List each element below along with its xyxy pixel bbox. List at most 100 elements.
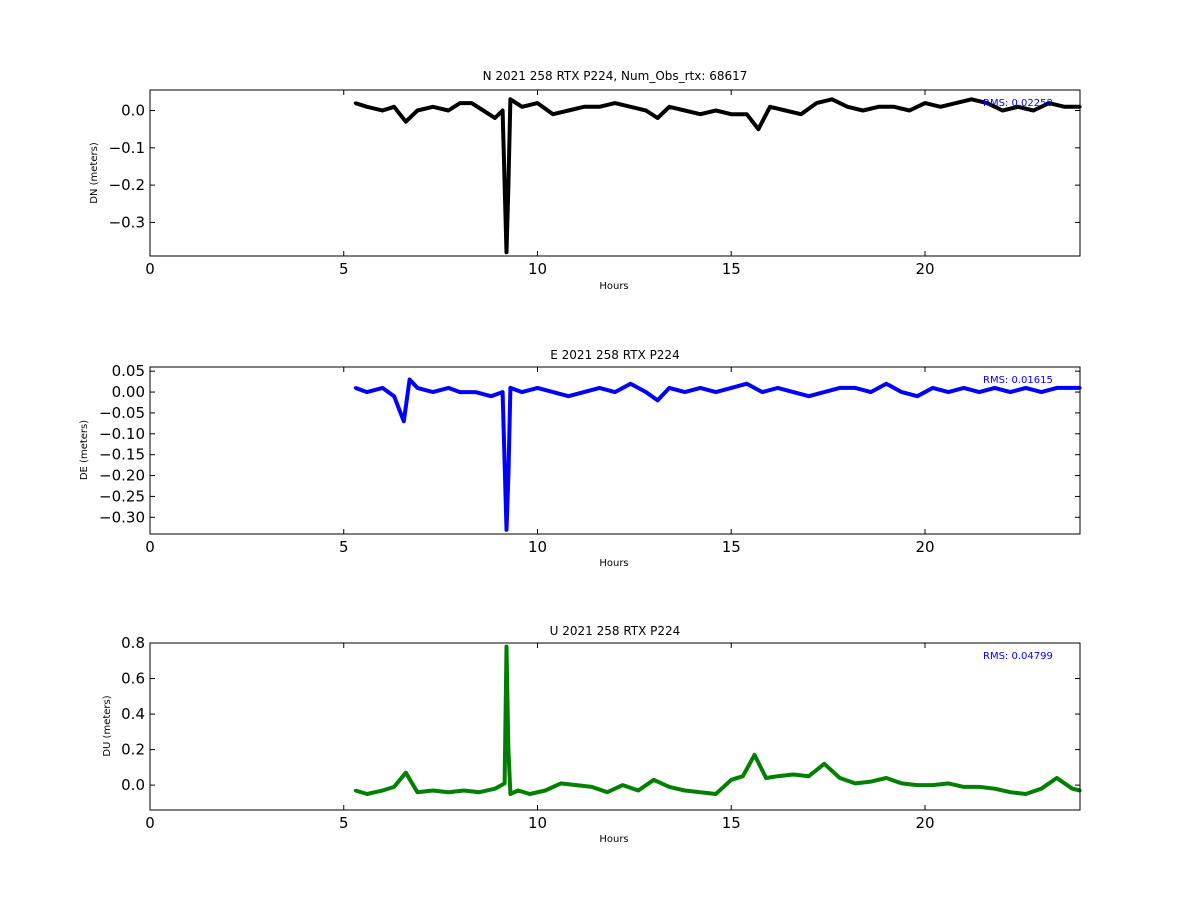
data-point — [506, 474, 510, 478]
x-tick-label: 20 — [915, 538, 934, 556]
x-tick-label: 5 — [339, 538, 349, 556]
data-point — [977, 785, 981, 789]
data-point — [365, 390, 369, 394]
data-point — [380, 386, 385, 390]
data-point — [698, 790, 702, 794]
y-tick-label: −0.05 — [99, 404, 145, 422]
tick-layer: 0 5 10 15 20 0.8 0.6 0.4 0.2 0.0 — [121, 634, 1080, 832]
data-point — [477, 790, 481, 794]
data-point — [392, 105, 396, 109]
data-point — [392, 785, 396, 789]
data-point — [508, 386, 512, 390]
data-point — [582, 105, 586, 109]
data-point — [415, 386, 419, 390]
y-tick-label: −0.2 — [109, 176, 145, 194]
data-point — [667, 386, 671, 390]
tick-layer: 0 5 10 15 20 0.05 0.00 −0.05 −0.10 −0.15 −0.20 −0.2… — [99, 362, 1080, 556]
data-point — [783, 108, 788, 113]
data-point — [915, 394, 919, 398]
y-tick-label: −0.1 — [109, 139, 145, 157]
data-point — [458, 390, 462, 394]
data-point — [613, 390, 617, 394]
data-point — [822, 390, 826, 394]
y-tick-label: 0.6 — [121, 670, 145, 688]
data-point — [791, 390, 795, 394]
data-point — [814, 101, 819, 105]
data-point — [830, 97, 834, 101]
data-point — [869, 780, 873, 784]
data-point — [714, 792, 718, 796]
data-point — [559, 781, 563, 786]
data-point — [900, 781, 904, 786]
data-point — [683, 788, 687, 793]
data-point — [431, 390, 435, 394]
data-point — [892, 105, 896, 109]
y-tick-label: 0.2 — [121, 741, 145, 759]
data-point — [506, 748, 510, 752]
data-point — [446, 386, 450, 390]
data-point — [1039, 390, 1043, 394]
data-point — [756, 127, 761, 131]
y-axis-label: DU (meters) — [102, 695, 113, 756]
plot-frame — [149, 89, 1081, 257]
data-point — [516, 788, 520, 793]
data-point — [667, 785, 671, 789]
x-tick-label: 15 — [722, 814, 741, 832]
data-point — [1070, 787, 1074, 791]
data-point — [590, 785, 594, 789]
data-point — [853, 781, 857, 786]
data-point — [566, 108, 571, 113]
data-point — [776, 386, 780, 390]
data-point — [493, 116, 497, 120]
data-point — [503, 781, 507, 786]
data-point — [714, 108, 718, 113]
data-point — [745, 382, 749, 386]
data-point — [698, 112, 702, 116]
data-point — [504, 528, 509, 532]
data-point — [504, 250, 509, 254]
data-point — [1047, 101, 1051, 105]
panel-up: U 2021 258 RTX P224 0 5 10 15 20 0.8 0.6 0.4 0.2… — [102, 624, 1082, 845]
data-point — [462, 788, 466, 793]
data-point — [644, 390, 648, 394]
chart-title: E 2021 258 RTX P224 — [550, 348, 679, 362]
data-point — [656, 116, 660, 120]
data-point — [977, 390, 981, 394]
data-point — [822, 762, 826, 766]
tick-layer: 0 5 10 15 20 0.0 −0.1 −0.2 −0.3 — [109, 90, 1080, 278]
data-point — [506, 183, 510, 187]
data-point — [656, 398, 660, 402]
data-point — [1055, 776, 1059, 780]
series-line — [354, 97, 1080, 255]
y-tick-label: 0.8 — [121, 634, 145, 652]
x-axis-label: Hours — [599, 834, 628, 845]
y-tick-label: 0.4 — [121, 705, 145, 723]
y-axis-label: DN (meters) — [89, 142, 100, 204]
data-point — [807, 774, 811, 778]
y-tick-label: −0.25 — [99, 487, 145, 505]
data-point — [473, 390, 478, 394]
data-point — [729, 112, 733, 116]
x-tick-label: 0 — [145, 814, 155, 832]
y-tick-label: −0.30 — [99, 508, 145, 526]
data-point — [535, 386, 540, 390]
data-point — [683, 390, 687, 394]
plot-frame — [149, 642, 1081, 811]
x-tick-label: 0 — [145, 538, 155, 556]
data-point — [470, 101, 474, 105]
data-point — [508, 792, 512, 796]
data-point — [729, 778, 733, 782]
x-tick-label: 20 — [915, 814, 934, 832]
data-point — [535, 101, 540, 105]
chart-title: N 2021 258 RTX P224, Num_Obs_rtx: 68617 — [483, 69, 748, 83]
plot-frame — [149, 366, 1081, 535]
data-point — [907, 108, 912, 113]
data-point — [380, 788, 385, 793]
data-point — [1024, 386, 1028, 390]
x-tick-label: 10 — [528, 814, 547, 832]
data-point — [853, 386, 857, 390]
data-point — [946, 390, 950, 394]
data-point — [613, 101, 617, 105]
data-point — [520, 390, 524, 394]
